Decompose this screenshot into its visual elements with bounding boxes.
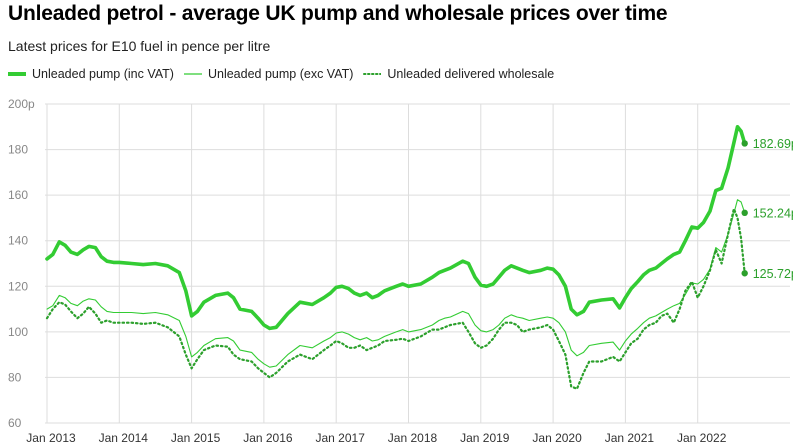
series-line-dotted[interactable]: [45, 207, 746, 390]
y-tick-label: 100: [8, 325, 28, 339]
x-tick-label: Jan 2014: [99, 431, 149, 445]
series-end-markers: 182.69p 152.24p 125.72p: [741, 137, 793, 281]
series-end-label: 182.69p: [753, 137, 793, 151]
series-end-label: 125.72p: [753, 267, 793, 281]
series-line-thin[interactable]: [46, 199, 746, 368]
y-tick-label: 80: [8, 370, 22, 384]
x-tick-label: Jan 2018: [388, 431, 438, 445]
y-tick-label: 160: [8, 188, 28, 202]
x-tick-label: Jan 2016: [243, 431, 293, 445]
y-tick-label: 200p: [8, 97, 35, 111]
series-line-thick[interactable]: [45, 125, 747, 331]
legend-item-pump-exc-vat[interactable]: Unleaded pump (exc VAT): [183, 67, 354, 81]
x-tick-label: Jan 2021: [605, 431, 655, 445]
legend: Unleaded pump (inc VAT) Unleaded pump (e…: [8, 66, 564, 82]
x-tick-label: Jan 2015: [171, 431, 221, 445]
x-axis: Jan 2013 Jan 2014 Jan 2015 Jan 2016 Jan 2017…: [26, 431, 726, 445]
y-axis: 60 80 100 120 140 160 180 200p: [8, 97, 35, 430]
legend-label-wholesale: Unleaded delivered wholesale: [387, 67, 555, 81]
y-tick-label: 120: [8, 279, 28, 293]
series-end-dot: [741, 209, 748, 217]
legend-label-pump-inc-vat: Unleaded pump (inc VAT): [32, 67, 174, 81]
legend-swatch-thick-line: [8, 72, 26, 76]
y-tick-label: 180: [8, 143, 28, 157]
y-tick-label: 140: [8, 234, 28, 248]
x-tick-label: Jan 2020: [532, 431, 582, 445]
series-lines: [45, 125, 747, 390]
legend-item-pump-inc-vat[interactable]: Unleaded pump (inc VAT): [8, 67, 174, 81]
series-end-dot: [741, 140, 748, 147]
series-end-dot: [741, 270, 748, 277]
x-tick-label: Jan 2017: [316, 431, 366, 445]
series-end-label: 152.24p: [753, 206, 793, 220]
chart-subtitle: Latest prices for E10 fuel in pence per …: [8, 38, 271, 54]
x-tick-label: Jan 2019: [460, 431, 510, 445]
legend-item-wholesale[interactable]: Unleaded delivered wholesale: [363, 67, 554, 81]
legend-label-pump-exc-vat: Unleaded pump (exc VAT): [207, 67, 354, 81]
x-tick-label: Jan 2022: [677, 431, 727, 445]
gridlines: [45, 103, 790, 424]
legend-swatch-thin-line: [183, 73, 202, 75]
y-tick-label: 60: [8, 416, 22, 430]
chart-title: Unleaded petrol - average UK pump and wh…: [8, 2, 668, 25]
x-tick-label: Jan 2013: [26, 431, 76, 445]
legend-swatch-dotted-line: [363, 73, 382, 75]
